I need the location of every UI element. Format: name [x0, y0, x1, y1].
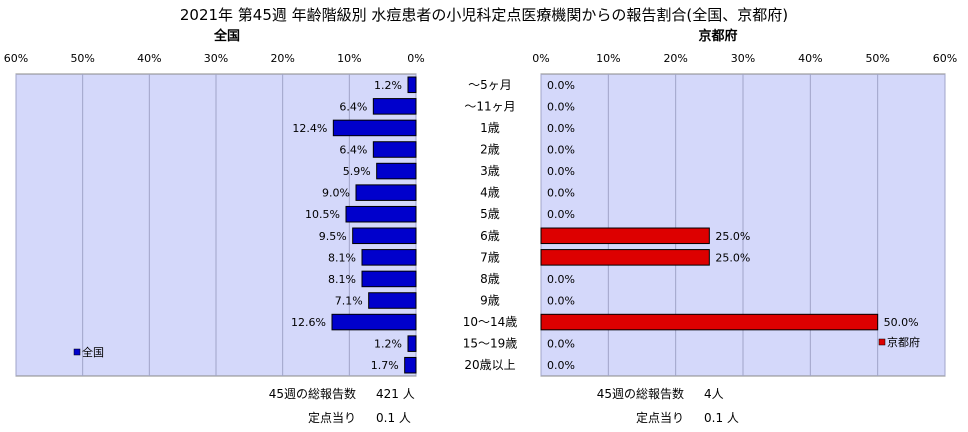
category-label: 6歳	[480, 229, 500, 243]
data-label-national: 8.1%	[328, 251, 356, 264]
data-label-kyoto: 0.0%	[547, 100, 575, 113]
x-tick-label-national: 50%	[70, 52, 94, 65]
x-tick-label-kyoto: 0%	[532, 52, 549, 65]
data-label-national: 1.2%	[374, 338, 402, 351]
data-label-kyoto: 0.0%	[547, 122, 575, 135]
footer-kyoto-per-value: 0.1 人	[704, 411, 739, 425]
data-label-national: 10.5%	[305, 208, 340, 221]
category-label: 4歳	[480, 186, 500, 200]
legend-swatch-kyoto	[878, 338, 886, 346]
data-label-kyoto: 25.0%	[715, 230, 750, 243]
data-label-national: 9.5%	[319, 230, 347, 243]
x-tick-label-kyoto: 50%	[865, 52, 889, 65]
legend-label-national: 全国	[82, 345, 104, 359]
footer-national-total-value: 421 人	[376, 387, 415, 401]
data-label-kyoto: 0.0%	[547, 79, 575, 92]
footer-kyoto-total-value: 4人	[704, 387, 724, 401]
bar-national	[332, 119, 417, 137]
bar-national	[361, 270, 417, 288]
footer-national-per-value: 0.1 人	[376, 411, 411, 425]
bar-national	[352, 227, 417, 245]
x-tick-label-national: 0%	[407, 52, 424, 65]
data-label-national: 1.2%	[374, 79, 402, 92]
x-tick-label-national: 30%	[204, 52, 228, 65]
footer-kyoto-total-label: 45週の総報告数	[597, 386, 684, 401]
data-label-kyoto: 0.0%	[547, 144, 575, 157]
bar-kyoto	[540, 249, 710, 266]
data-label-national: 8.1%	[328, 273, 356, 286]
footer-national-total-label: 45週の総報告数	[269, 386, 356, 401]
data-label-kyoto: 0.0%	[547, 187, 575, 200]
data-label-kyoto: 0.0%	[547, 338, 575, 351]
category-label: 1歳	[480, 121, 500, 135]
bar-national	[376, 162, 417, 180]
category-label: 15～19歳	[463, 337, 518, 351]
x-tick-label-national: 10%	[337, 52, 361, 65]
category-label: 9歳	[480, 294, 500, 308]
data-label-kyoto: 0.0%	[547, 165, 575, 178]
category-label: 3歳	[480, 164, 500, 178]
x-tick-label-kyoto: 40%	[798, 52, 822, 65]
data-label-national: 5.9%	[343, 165, 371, 178]
footer-kyoto-per-label: 定点当り	[636, 410, 684, 425]
category-label: 8歳	[480, 272, 500, 286]
x-tick-label-kyoto: 20%	[663, 52, 687, 65]
category-label: 7歳	[480, 250, 500, 264]
legend-label-kyoto: 京都府	[887, 335, 920, 349]
data-label-kyoto: 0.0%	[547, 359, 575, 372]
data-label-national: 6.4%	[339, 100, 367, 113]
data-label-kyoto: 25.0%	[715, 251, 750, 264]
data-label-kyoto: 50.0%	[884, 316, 919, 329]
bar-national	[404, 356, 417, 374]
category-label: 10～14歳	[463, 315, 518, 329]
bar-national	[407, 76, 417, 94]
bar-national	[372, 141, 417, 158]
x-tick-label-kyoto: 10%	[596, 52, 620, 65]
category-label: ～11ヶ月	[464, 99, 515, 113]
bar-kyoto	[540, 227, 710, 245]
data-label-national: 12.6%	[291, 316, 326, 329]
data-label-national: 6.4%	[339, 144, 367, 157]
bar-national	[355, 184, 417, 201]
bar-kyoto	[540, 313, 879, 331]
category-label: ～5ヶ月	[468, 78, 512, 92]
bar-national	[407, 335, 417, 352]
x-tick-label-kyoto: 60%	[933, 52, 957, 65]
bar-national	[368, 292, 417, 309]
data-label-kyoto: 0.0%	[547, 208, 575, 221]
bar-national	[361, 249, 417, 266]
bar-national	[372, 98, 417, 115]
category-label: 5歳	[480, 207, 500, 221]
chart-title: 2021年 第45週 年齢階級別 水痘患者の小児科定点医療機関からの報告割合(全…	[180, 6, 788, 24]
data-label-kyoto: 0.0%	[547, 273, 575, 286]
data-label-national: 1.7%	[371, 359, 399, 372]
category-label: 2歳	[480, 143, 500, 157]
x-tick-label-national: 40%	[137, 52, 161, 65]
data-label-national: 12.4%	[292, 122, 327, 135]
data-label-national: 7.1%	[335, 295, 363, 308]
bar-national	[345, 205, 417, 223]
x-tick-label-national: 20%	[270, 52, 294, 65]
legend-swatch-national	[73, 348, 81, 356]
x-tick-label-kyoto: 30%	[731, 52, 755, 65]
bar-national	[331, 313, 417, 331]
data-label-kyoto: 0.0%	[547, 295, 575, 308]
panel-label-national: 全国	[213, 28, 240, 44]
category-label: 20歳以上	[464, 358, 515, 372]
x-tick-label-national: 60%	[4, 52, 28, 65]
panel-label-kyoto: 京都府	[698, 28, 737, 44]
footer-national-per-label: 定点当り	[308, 410, 356, 425]
data-label-national: 9.0%	[322, 187, 350, 200]
